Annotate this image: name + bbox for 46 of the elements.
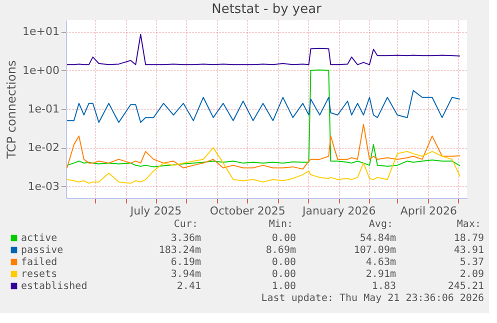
- x-tick-label: July 2025: [129, 204, 182, 218]
- x-tick-label: January 2026: [302, 204, 376, 218]
- text: 0.00: [272, 233, 296, 244]
- line-series: [66, 34, 461, 66]
- text: 0.00: [272, 257, 296, 268]
- text: 107.09m: [354, 245, 396, 256]
- y-tick-label: 1e-03: [28, 180, 60, 193]
- text: 54.84m: [360, 233, 396, 244]
- text: 2.91m: [366, 269, 396, 280]
- text: 2.41: [176, 281, 201, 292]
- text: 1.83: [372, 281, 396, 292]
- text: 183.24m: [158, 245, 201, 256]
- y-tick-label: 1e+01: [22, 25, 60, 38]
- text: Min:: [268, 219, 293, 230]
- line-series: [66, 124, 461, 170]
- text: Last update: Thu May 21 23:36:06 2026: [261, 293, 484, 304]
- legend-label: active: [21, 233, 58, 244]
- legend-label: failed: [21, 257, 58, 268]
- x-tick-label: April 2026: [400, 204, 458, 218]
- chart-title: Netstat - by year: [212, 2, 322, 17]
- y-axis-title: TCP connections: [4, 60, 19, 160]
- text: 3.94m: [170, 269, 201, 280]
- text: Max:: [456, 219, 481, 230]
- text: 245.21: [448, 281, 484, 292]
- text: 1.00: [272, 281, 296, 292]
- text: Avg:: [368, 219, 393, 230]
- y-tick-label: 1e-02: [28, 141, 60, 154]
- legend-label: established: [21, 281, 88, 292]
- text: Cur:: [174, 219, 198, 230]
- legend-label: resets: [21, 269, 58, 280]
- text: 2.09: [460, 269, 484, 280]
- text: 5.37: [460, 257, 484, 268]
- text: 0.00: [272, 269, 296, 280]
- legend-label: passive: [21, 245, 64, 256]
- text: 43.91: [454, 245, 484, 256]
- line-series: [66, 147, 461, 184]
- text: 18.79: [454, 233, 484, 244]
- y-tick-label: 1e+00: [22, 64, 60, 77]
- y-tick-label: 1e-01: [28, 102, 60, 116]
- text: 8.69m: [266, 245, 296, 256]
- text: 4.63m: [366, 257, 396, 268]
- x-tick-label: October 2025: [210, 204, 286, 218]
- line-series: [66, 69, 461, 168]
- text: 3.36m: [170, 233, 201, 244]
- line-series: [66, 90, 461, 123]
- text: 6.19m: [170, 257, 201, 268]
